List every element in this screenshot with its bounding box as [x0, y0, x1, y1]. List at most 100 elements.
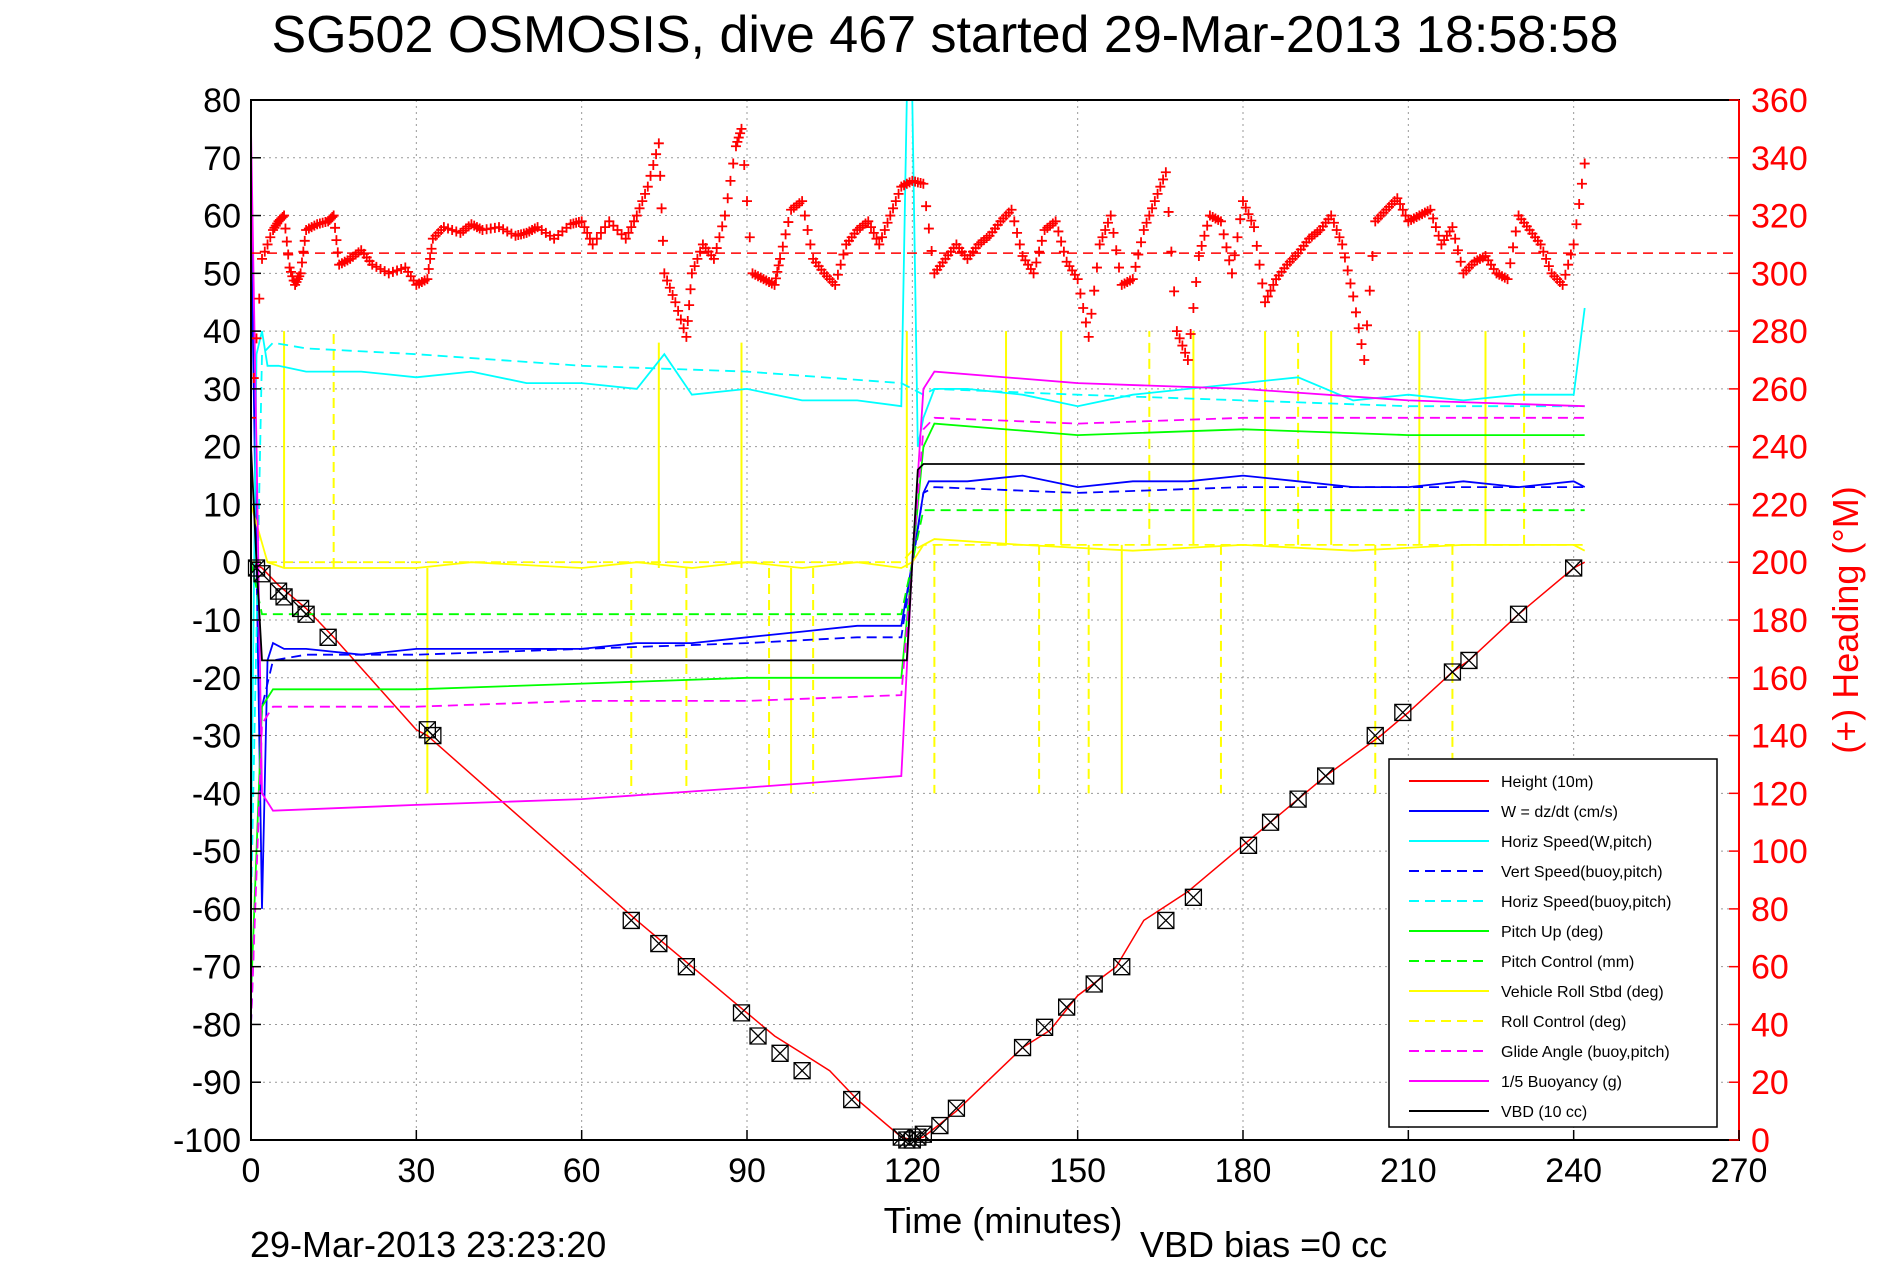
- y-tick-label: 70: [203, 140, 241, 178]
- y-right-tick-label: 320: [1751, 198, 1808, 236]
- y-tick-label: 20: [203, 429, 241, 467]
- x-axis-label: Time (minutes): [884, 1200, 1123, 1241]
- heading-point: [1345, 278, 1356, 289]
- heading-point: [425, 253, 436, 264]
- y-tick-label: 0: [222, 544, 241, 582]
- heading-point: [1086, 308, 1097, 319]
- heading-point: [775, 253, 786, 264]
- heading-point: [1196, 240, 1207, 251]
- depth-marker: [749, 1027, 767, 1045]
- vbd-bias-footer: VBD bias =0 cc: [1140, 1224, 1387, 1262]
- x-tick-label: 0: [242, 1152, 261, 1190]
- heading-point: [1036, 235, 1047, 246]
- heading-point: [1136, 237, 1147, 248]
- y-tick-label: -20: [192, 660, 241, 698]
- heading-point: [637, 196, 648, 207]
- heading-point: [1348, 291, 1359, 302]
- heading-point: [742, 196, 752, 207]
- heading-point: [1425, 204, 1436, 215]
- heading-point: [1262, 291, 1273, 302]
- heading-point: [1254, 259, 1265, 270]
- heading-point: [426, 243, 437, 254]
- depth-marker: [650, 934, 668, 953]
- heading-point: [1251, 240, 1262, 251]
- heading-point: [1089, 285, 1100, 296]
- depth-marker: [1366, 726, 1384, 745]
- heading-point: [838, 249, 849, 260]
- x-tick-label: 60: [563, 1152, 601, 1190]
- heading-point: [1034, 246, 1045, 257]
- heading-point: [1053, 226, 1064, 237]
- heading-point: [735, 128, 746, 139]
- heading-point: [295, 268, 306, 279]
- depth-marker: [1057, 998, 1076, 1016]
- heading-point: [1560, 269, 1571, 280]
- heading-point: [1397, 204, 1408, 215]
- heading-point: [1056, 236, 1067, 247]
- heading-point: [1158, 174, 1169, 185]
- heading-point: [1395, 199, 1406, 209]
- heading-point: [799, 210, 810, 221]
- heading-point: [1050, 216, 1061, 227]
- heading-point: [926, 245, 937, 256]
- heading-point: [631, 210, 642, 221]
- depth-marker: [771, 1044, 789, 1062]
- heading-point: [1238, 196, 1248, 207]
- y-right-tick-label: 300: [1751, 255, 1808, 293]
- x-tick-label: 240: [1545, 1152, 1602, 1190]
- heading-point: [885, 210, 896, 221]
- heading-point: [251, 412, 256, 423]
- heading-point: [719, 210, 730, 221]
- heading-point: [1006, 204, 1017, 215]
- x-tick-label: 120: [884, 1152, 941, 1190]
- depth-marker: [1565, 559, 1583, 577]
- y-right-tick-label: 360: [1751, 82, 1808, 120]
- heading-point: [1392, 193, 1403, 204]
- y-tick-label: 60: [203, 198, 241, 236]
- heading-point: [1078, 303, 1089, 313]
- series-line-8: [251, 544, 1585, 564]
- heading-point: [1171, 326, 1182, 337]
- heading-point: [1359, 355, 1370, 365]
- y-right-tick-label: 120: [1751, 775, 1808, 813]
- heading-point: [888, 203, 899, 214]
- depth-marker: [732, 1004, 751, 1022]
- heading-point: [1240, 202, 1251, 213]
- legend-label: Pitch Up (deg): [1501, 924, 1603, 941]
- heading-point: [1097, 232, 1108, 243]
- y-axis-ticks: -100-90-80-70-60-50-40-30-20-10010203040…: [173, 82, 261, 1160]
- heading-point: [714, 232, 725, 243]
- x-tick-label: 90: [728, 1152, 766, 1190]
- heading-point: [739, 160, 750, 170]
- heading-point: [664, 282, 675, 293]
- heading-point: [780, 229, 791, 240]
- heading-point: [626, 222, 637, 233]
- x-tick-label: 30: [397, 1152, 435, 1190]
- heading-point: [1185, 329, 1196, 339]
- legend-label: Horiz Speed(W,pitch): [1501, 834, 1652, 851]
- heading-point: [1337, 239, 1348, 250]
- legend-label: VBD (10 cc): [1501, 1104, 1587, 1121]
- y-right-tick-label: 200: [1751, 544, 1808, 582]
- heading-point: [1193, 251, 1204, 261]
- heading-point: [797, 196, 808, 207]
- y-right-tick-label: 0: [1751, 1122, 1770, 1160]
- legend-label: W = dz/dt (cm/s): [1501, 804, 1618, 821]
- heading-point: [328, 210, 339, 221]
- heading-point: [681, 331, 692, 342]
- heading-point: [1111, 245, 1122, 256]
- heading-point: [1502, 274, 1513, 285]
- depth-marker: [1184, 888, 1203, 906]
- series-line-1: [251, 215, 1586, 909]
- heading-point: [1328, 217, 1339, 228]
- heading-point: [689, 261, 700, 272]
- heading-point: [296, 257, 307, 268]
- heading-point: [1452, 245, 1463, 256]
- y-tick-label: -70: [192, 949, 241, 987]
- heading-point: [682, 316, 693, 326]
- series-line-5: [251, 422, 1585, 996]
- heading-point: [262, 239, 273, 250]
- heading-point: [600, 222, 611, 233]
- heading-point: [890, 196, 901, 207]
- series-line-6: [251, 509, 1585, 616]
